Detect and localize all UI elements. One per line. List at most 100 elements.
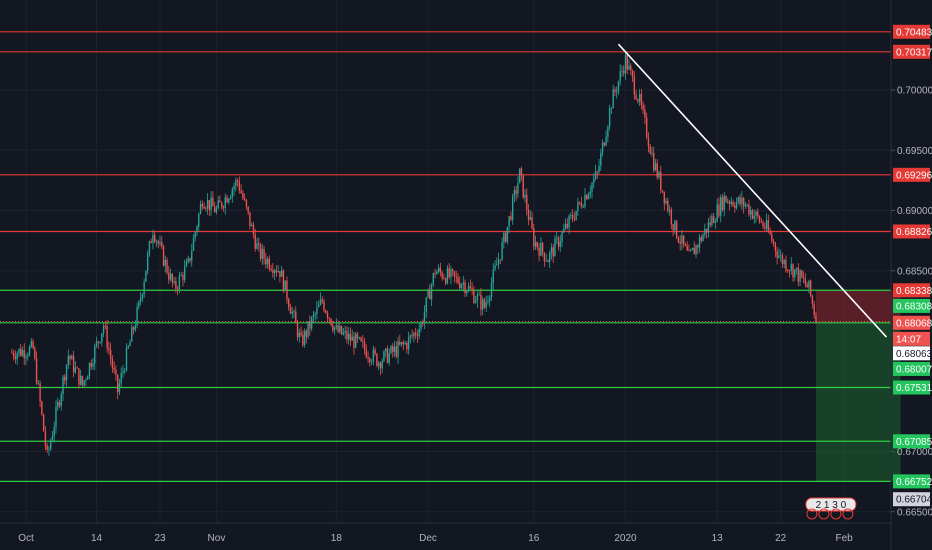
candle-body	[14, 356, 17, 360]
candle-body	[21, 349, 24, 356]
candle-body	[702, 234, 704, 241]
candle-body	[355, 333, 357, 348]
price-axis[interactable]: 0.66500 0.67000 0.68500 0.69000 0.69500 0.700…	[891, 86, 932, 519]
candle-body	[406, 343, 408, 350]
candle-body	[771, 234, 773, 241]
candle-body	[58, 402, 61, 406]
candle-body	[430, 284, 433, 300]
candle-body	[203, 206, 205, 209]
candle-body	[146, 253, 149, 271]
candle-body	[548, 252, 551, 263]
candles	[11, 50, 817, 456]
candle-body	[432, 273, 435, 285]
price-tags: 0.70483 0.70317 0.69296 0.68826 0.68338 0.683…	[893, 24, 932, 507]
candle-body	[607, 126, 609, 137]
candle-body	[434, 273, 436, 275]
candle-body	[797, 267, 800, 282]
candle-body	[325, 310, 327, 313]
candle-body	[383, 351, 385, 362]
candle-body	[111, 358, 114, 368]
candle-body	[226, 197, 228, 203]
candle-body	[335, 325, 338, 328]
candle-body	[772, 240, 775, 244]
candle-body	[182, 274, 184, 280]
candle-body	[672, 224, 674, 231]
candle-body	[481, 299, 484, 310]
candle-body	[27, 355, 29, 357]
candle-body	[141, 294, 144, 299]
candle-body	[480, 294, 482, 310]
candle-body	[688, 250, 690, 252]
candle-body	[314, 313, 316, 316]
candle-body	[284, 280, 286, 291]
candle-body	[381, 361, 383, 369]
take-profit-zone[interactable]	[815, 322, 901, 482]
candle-body	[813, 304, 815, 316]
candle-body	[527, 210, 530, 220]
horizontal-levels[interactable]	[0, 31, 891, 482]
candle-body	[168, 272, 170, 280]
time-axis[interactable]: Oct 14 23 Nov 18 Dec 16 2020 13 22 Feb	[18, 533, 853, 544]
candle-body	[268, 258, 271, 269]
candle-body	[316, 307, 318, 314]
candle-body	[473, 290, 475, 303]
candle-body	[550, 247, 553, 253]
candle-body	[303, 331, 306, 346]
candle-body	[499, 259, 502, 261]
candle-body	[34, 348, 36, 359]
candle-body	[720, 197, 722, 216]
trendline[interactable]	[617, 43, 888, 338]
candle-body	[386, 348, 389, 363]
candle-body	[60, 394, 62, 406]
price-tag	[893, 331, 930, 346]
y-tick-label: 0.69500	[897, 146, 932, 157]
candle-body	[277, 270, 279, 273]
price-tag	[893, 361, 930, 376]
candle-body	[57, 402, 59, 407]
candle-body	[392, 346, 394, 352]
candle-body	[427, 289, 429, 298]
candle-body	[90, 363, 92, 367]
candle-body	[785, 260, 787, 271]
candle-body	[460, 284, 463, 289]
candle-body	[806, 284, 808, 288]
candle-body	[51, 436, 54, 442]
candle-body	[286, 280, 288, 300]
candle-body	[199, 204, 202, 214]
trendline-group[interactable]	[617, 43, 888, 338]
candle-body	[441, 272, 443, 279]
candle-body	[97, 341, 99, 343]
price-tag-label: 0.67085	[896, 437, 932, 448]
candle-body	[272, 270, 274, 274]
candle-body	[270, 268, 272, 271]
candle-body	[578, 201, 581, 203]
candle-body	[570, 215, 572, 216]
event-marker-icon	[830, 508, 842, 520]
candle-body	[310, 317, 313, 329]
candle-body	[44, 431, 47, 446]
candle-body	[467, 286, 470, 292]
event-marker-icon	[806, 508, 818, 520]
candle-body	[369, 358, 371, 362]
candle-body	[788, 270, 791, 272]
candle-body	[811, 295, 814, 305]
candle-body	[653, 152, 655, 171]
candle-body	[455, 276, 457, 277]
candle-body	[23, 349, 25, 359]
candle-body	[538, 247, 540, 256]
candle-body	[395, 346, 397, 357]
candle-body	[78, 368, 80, 385]
candle-body	[600, 152, 602, 166]
event-badge-box[interactable]	[805, 497, 857, 512]
candle-body	[302, 335, 304, 346]
event-badge[interactable]: 2 1 3 0	[805, 497, 857, 520]
candle-body	[573, 218, 576, 220]
candle-body	[778, 255, 780, 258]
candle-body	[557, 237, 560, 247]
candle-body	[658, 171, 660, 178]
candle-body	[598, 165, 600, 172]
candle-body	[767, 220, 770, 231]
price-tag-label: 0.68007	[896, 364, 932, 375]
candle-body	[755, 211, 757, 216]
